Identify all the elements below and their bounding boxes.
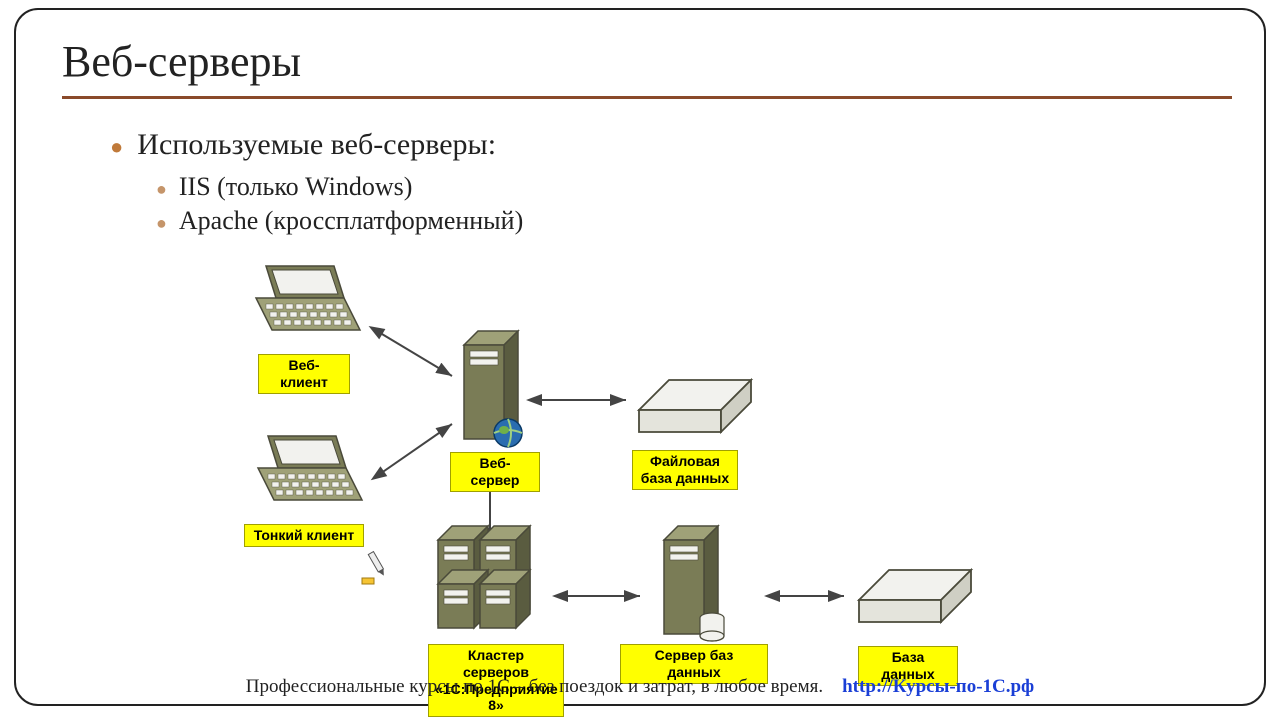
- edge: [372, 328, 452, 376]
- footer-link[interactable]: http://Курсы-по-1С.рф: [842, 676, 1034, 697]
- diagram-svg: [0, 0, 1280, 720]
- node-web_client: [256, 266, 360, 330]
- node-db_server: [664, 526, 724, 641]
- cursor-pencil-icon: [351, 552, 388, 590]
- node-label-thin_client: Тонкий клиент: [244, 524, 364, 547]
- node-label-web_server: Веб-сервер: [450, 452, 540, 492]
- node-db: [859, 570, 971, 622]
- footer-text: Профессиональные курсы по 1С – без поезд…: [246, 676, 823, 697]
- footer: Профессиональные курсы по 1С – без поезд…: [0, 676, 1280, 698]
- edge: [374, 424, 452, 478]
- node-cluster: [438, 526, 530, 628]
- node-file_db: [639, 380, 751, 432]
- node-label-web_client: Веб-клиент: [258, 354, 350, 394]
- node-web_server: [464, 331, 522, 447]
- node-label-file_db: Файловаябаза данных: [632, 450, 738, 490]
- node-thin_client: [258, 436, 362, 500]
